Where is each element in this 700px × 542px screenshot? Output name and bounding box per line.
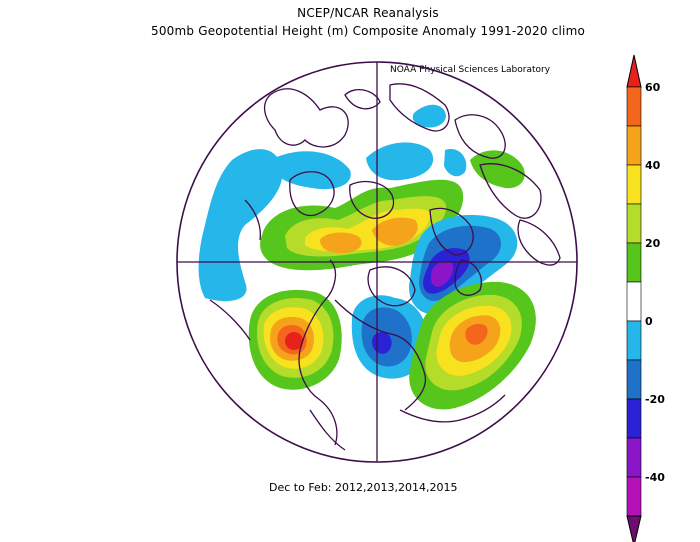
colorbar-bin bbox=[626, 437, 642, 478]
anomaly-region-ridge-orange-east bbox=[372, 217, 418, 246]
anomaly-region-asia-negative bbox=[366, 142, 434, 181]
chart-subtitle: 500mb Geopotential Height (m) Composite … bbox=[150, 24, 586, 38]
colorbar-tick-label: -20 bbox=[645, 393, 665, 406]
anomaly-region-satl-deep-orange bbox=[465, 323, 488, 345]
colorbar-bin bbox=[626, 86, 642, 127]
colorbar-bin bbox=[626, 281, 642, 322]
graticule bbox=[177, 62, 577, 462]
anomaly-region-atlantic-violet bbox=[430, 261, 454, 287]
colorbar-bin bbox=[626, 359, 642, 400]
colorbar-arrow-top bbox=[626, 54, 642, 88]
coastlines bbox=[209, 83, 561, 451]
anomaly-region-epac-max bbox=[285, 332, 303, 350]
anomaly-field bbox=[198, 104, 536, 410]
anomaly-region-siberia-negative bbox=[412, 104, 446, 128]
colorbar-bin bbox=[626, 398, 642, 439]
colorbar-tick-label: 20 bbox=[645, 237, 661, 250]
colorbar-tick-label: 60 bbox=[645, 81, 661, 94]
date-range-label: Dec to Feb: 2012,2013,2014,2015 bbox=[269, 481, 458, 494]
chart-title: NCEP/NCAR Reanalysis bbox=[297, 6, 439, 20]
colorbar-bin bbox=[626, 242, 642, 283]
colorbar-tick-label: -40 bbox=[645, 471, 665, 484]
anomaly-region-west-negative bbox=[198, 149, 283, 302]
map-boundary bbox=[176, 61, 578, 463]
anomaly-region-europe-positive bbox=[470, 150, 525, 189]
anomaly-region-ridge-orange-west bbox=[320, 232, 362, 254]
colorbar-bin bbox=[626, 320, 642, 361]
colorbar-bin bbox=[626, 164, 642, 205]
colorbar-bin bbox=[626, 476, 642, 517]
colorbar-bin bbox=[626, 125, 642, 166]
anomaly-region-pole-negative bbox=[444, 149, 467, 177]
credit-label: NOAA Physical Sciences Laboratory bbox=[390, 65, 551, 75]
colorbar-arrow-bottom bbox=[626, 515, 642, 542]
colorbar-tick-label: 40 bbox=[645, 159, 661, 172]
colorbar-tick-label: 0 bbox=[645, 315, 653, 328]
colorbar-bin bbox=[626, 203, 642, 244]
